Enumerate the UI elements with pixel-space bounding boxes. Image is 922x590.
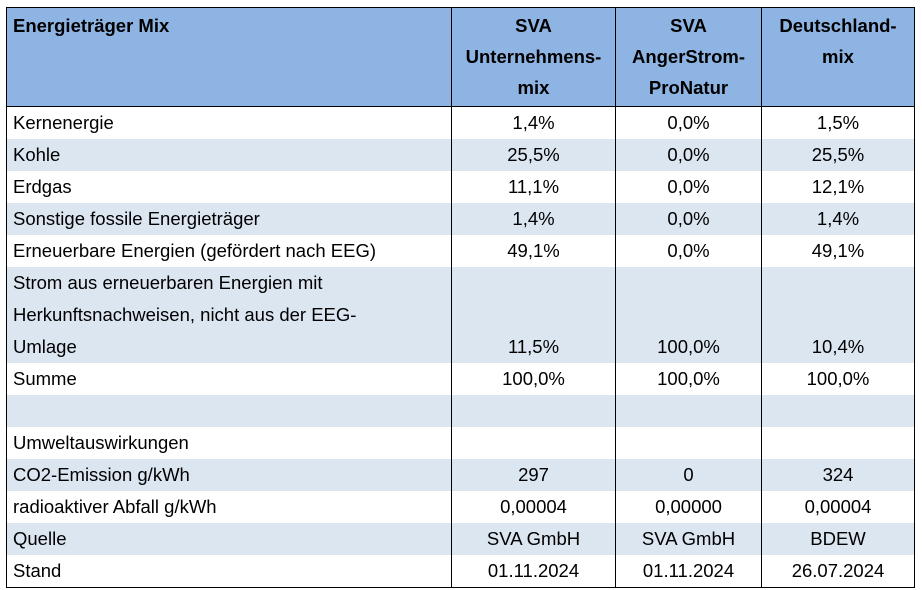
cell-value: 01.11.2024: [615, 555, 762, 588]
header-line: SVA: [670, 15, 707, 36]
energy-mix-table: Energieträger Mix SVA Unternehmens- mix …: [6, 7, 915, 588]
cell-value: 0: [615, 459, 762, 491]
row-label: Summe: [13, 368, 77, 389]
row-label: Erneuerbare Energien (gefördert nach EEG…: [13, 240, 377, 261]
header-germany-mix: Deutschland- mix: [761, 7, 915, 107]
row-label: CO2-Emission g/kWh: [6, 459, 452, 491]
header-line: mix: [517, 77, 550, 98]
row-label-line: Strom aus erneuerbaren Energien mit: [13, 272, 323, 293]
cell-value: 49,1%: [451, 235, 616, 267]
row-label: Erdgas: [13, 176, 72, 197]
cell-value: 297: [451, 459, 616, 491]
cell-value: 1,4%: [451, 203, 616, 235]
table-row: Umweltauswirkungen: [7, 427, 915, 459]
cell-value: 0,00004: [761, 491, 915, 523]
table-row: Stand 01.11.2024 01.11.2024 26.07.2024: [7, 555, 915, 588]
header-line: Unternehmens-: [465, 46, 602, 67]
row-label: Kohle: [6, 139, 452, 171]
cell-value: 0,0%: [615, 203, 762, 235]
cell-value: [761, 395, 915, 427]
row-label: Strom aus erneuerbaren Energien mit Herk…: [6, 267, 452, 363]
cell-value: 324: [761, 459, 915, 491]
header-line: AngerStrom-: [631, 46, 746, 67]
cell-value: 0,0%: [615, 139, 762, 171]
cell-value: BDEW: [761, 523, 915, 555]
cell-value: 12,1%: [761, 171, 915, 203]
cell-value: 1,5%: [761, 106, 915, 139]
table-row: CO2-Emission g/kWh 297 0 324: [6, 459, 915, 491]
cell-value: 10,4%: [761, 267, 915, 363]
cell-value: 0,00004: [451, 491, 616, 523]
cell-value: 11,1%: [451, 171, 616, 203]
table-row: Kohle 25,5% 0,0% 25,5%: [6, 139, 915, 171]
table-row: radioaktiver Abfall g/kWh 0,00004 0,0000…: [7, 491, 915, 523]
cell-value: 1,4%: [451, 106, 616, 139]
cell-value: 100,0%: [615, 267, 762, 363]
cell-value: SVA GmbH: [451, 523, 616, 555]
cell-value: 49,1%: [761, 235, 915, 267]
cell-value: 01.11.2024: [451, 555, 616, 588]
header-line: mix: [822, 46, 854, 67]
cell-value: 25,5%: [451, 139, 616, 171]
cell-value: [451, 395, 616, 427]
cell-value: 1,4%: [761, 203, 915, 235]
cell-value: [615, 427, 762, 459]
row-label: radioaktiver Abfall g/kWh: [13, 496, 217, 517]
cell-value: 0,0%: [615, 106, 762, 139]
header-sva-angerstrom: SVA AngerStrom- ProNatur: [615, 7, 762, 107]
header-line: SVA: [515, 15, 552, 36]
cell-value: 0,0%: [615, 171, 762, 203]
cell-value: 11,5%: [451, 267, 616, 363]
cell-value: 100,0%: [615, 363, 762, 395]
header-energy-carrier: Energieträger Mix: [6, 7, 452, 107]
header-line: ProNatur: [648, 77, 729, 98]
row-label-line: Umlage: [13, 336, 77, 357]
header-sva-company-mix: SVA Unternehmens- mix: [451, 7, 616, 107]
table-row: Erneuerbare Energien (gefördert nach EEG…: [7, 235, 915, 267]
table-row: Erdgas 11,1% 0,0% 12,1%: [7, 171, 915, 203]
table-row: Kernenergie 1,4% 0,0% 1,5%: [7, 106, 915, 139]
energy-mix-table-container: Energieträger Mix SVA Unternehmens- mix …: [6, 7, 915, 588]
cell-value: [451, 427, 616, 459]
cell-value: 100,0%: [761, 363, 915, 395]
cell-value: [615, 395, 762, 427]
cell-value: [761, 427, 915, 459]
cell-value: 100,0%: [451, 363, 616, 395]
header-row: Energieträger Mix SVA Unternehmens- mix …: [6, 7, 915, 107]
row-label-line: Herkunftsnachweisen, nicht aus der EEG-: [13, 304, 357, 325]
row-label: Umweltauswirkungen: [13, 432, 189, 453]
table-row: Summe 100,0% 100,0% 100,0%: [7, 363, 915, 395]
table-row: Quelle SVA GmbH SVA GmbH BDEW: [6, 523, 915, 555]
table-row: Sonstige fossile Energieträger 1,4% 0,0%…: [6, 203, 915, 235]
row-label: Kernenergie: [13, 112, 114, 133]
row-label: Stand: [13, 560, 62, 581]
cell-value: 25,5%: [761, 139, 915, 171]
row-label: [6, 395, 452, 427]
cell-value: 0,0%: [615, 235, 762, 267]
row-label: Sonstige fossile Energieträger: [6, 203, 452, 235]
table-row: [6, 395, 915, 427]
cell-value: SVA GmbH: [615, 523, 762, 555]
table-row: Strom aus erneuerbaren Energien mit Herk…: [6, 267, 915, 363]
header-line: Deutschland-: [779, 15, 897, 36]
cell-value: 26.07.2024: [761, 555, 915, 588]
cell-value: 0,00000: [615, 491, 762, 523]
row-label: Quelle: [6, 523, 452, 555]
